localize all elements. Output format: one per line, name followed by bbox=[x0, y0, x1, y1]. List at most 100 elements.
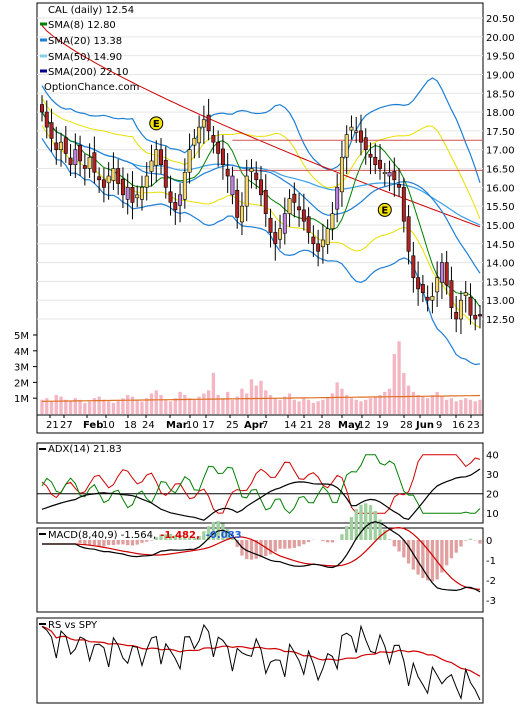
macd-histogram-bar bbox=[111, 540, 116, 546]
volume-bar bbox=[135, 399, 139, 414]
volume-bar bbox=[287, 393, 292, 414]
candle-body bbox=[301, 209, 306, 222]
volume-bar bbox=[154, 390, 158, 414]
candle-body bbox=[454, 311, 459, 320]
candle-body bbox=[44, 111, 49, 128]
volume-bar bbox=[311, 402, 316, 414]
adx-tick-label: 10 bbox=[486, 509, 499, 520]
candle-body bbox=[287, 198, 292, 214]
candle-body bbox=[473, 314, 478, 320]
volume-bar bbox=[316, 401, 320, 414]
macd-histogram-bar bbox=[230, 536, 235, 540]
volume-bar bbox=[454, 401, 458, 414]
volume-bar bbox=[164, 399, 168, 414]
macd-histogram-bar bbox=[364, 503, 368, 540]
candle-body bbox=[149, 160, 154, 172]
volume-bar bbox=[464, 398, 468, 414]
macd-histogram-bar bbox=[459, 540, 463, 547]
candle-body bbox=[135, 194, 140, 199]
volume-bar bbox=[197, 396, 201, 414]
date-tick-label: Feb bbox=[83, 420, 103, 431]
price-tick-label: 18.00 bbox=[486, 108, 515, 119]
volume-bar bbox=[235, 396, 239, 414]
candle-body bbox=[49, 122, 54, 139]
candle-body bbox=[401, 187, 406, 222]
macd-tick-label: 0 bbox=[486, 536, 492, 547]
volume-bar bbox=[364, 399, 368, 414]
macd-histogram-bar bbox=[349, 517, 354, 540]
adx-tick-label: 20 bbox=[486, 490, 499, 501]
price-tick-label: 19.50 bbox=[486, 52, 515, 63]
macd-histogram-bar bbox=[287, 540, 292, 549]
macd-histogram-bar bbox=[97, 540, 101, 547]
candle-body bbox=[449, 280, 454, 309]
candle-body bbox=[63, 137, 68, 154]
volume-bar bbox=[230, 399, 235, 414]
earnings-marker-label: E bbox=[381, 205, 388, 216]
candle-body bbox=[163, 159, 168, 188]
candle-body bbox=[382, 171, 387, 175]
candle-body bbox=[92, 152, 97, 173]
candle-body bbox=[192, 138, 197, 146]
macd-histogram-bar bbox=[221, 523, 225, 540]
macd-title: MACD(8,40,9) -1.564, -1.482, -0.083 bbox=[48, 530, 242, 541]
candle-body bbox=[292, 193, 297, 203]
candle-body bbox=[339, 156, 344, 193]
macd-histogram-bar bbox=[135, 540, 139, 545]
candle-body bbox=[263, 190, 268, 214]
price-tick-label: 15.00 bbox=[486, 221, 515, 232]
price-tick-label: 14.50 bbox=[486, 240, 515, 251]
date-tick-label: 17 bbox=[202, 420, 215, 431]
candle-body bbox=[273, 232, 278, 245]
candle-body bbox=[130, 187, 135, 203]
candle-body bbox=[444, 262, 449, 286]
date-tick-label: 10 bbox=[186, 420, 199, 431]
candle-body bbox=[230, 175, 235, 196]
volume-bar bbox=[83, 402, 87, 414]
candle-body bbox=[378, 159, 382, 169]
volume-bar bbox=[73, 398, 77, 414]
candle-body bbox=[416, 277, 421, 290]
candle-body bbox=[120, 178, 125, 196]
candle-body bbox=[311, 236, 316, 245]
volume-bar bbox=[425, 398, 430, 414]
macd-histogram-bar bbox=[206, 526, 211, 540]
volume-bar bbox=[340, 388, 344, 414]
candle-body bbox=[73, 149, 78, 166]
candle-body bbox=[425, 296, 430, 301]
legend-sma20: SMA(20) 13.38 bbox=[48, 36, 122, 47]
macd-tick-label: -2 bbox=[486, 576, 496, 587]
macd-tick-label: -3 bbox=[486, 596, 496, 607]
volume-tick-label: 2M bbox=[14, 378, 29, 389]
volume-bar bbox=[159, 395, 163, 414]
candle-body bbox=[97, 176, 102, 181]
volume-bar bbox=[130, 396, 135, 414]
candle-body bbox=[101, 179, 106, 188]
macd-histogram-bar bbox=[254, 540, 258, 559]
macd-histogram-bar bbox=[283, 540, 287, 549]
macd-histogram-bar bbox=[211, 522, 216, 540]
volume-bar bbox=[78, 399, 82, 414]
macd-histogram-bar bbox=[83, 540, 87, 545]
volume-bar bbox=[173, 398, 177, 414]
candle-body bbox=[82, 165, 87, 169]
date-tick-label: 7 bbox=[262, 420, 268, 431]
macd-histogram-bar bbox=[149, 540, 154, 541]
macd-histogram-bar bbox=[373, 510, 377, 540]
rs-line bbox=[41, 623, 481, 701]
volume-bar bbox=[430, 395, 435, 414]
macd-histogram-bar bbox=[383, 529, 387, 540]
date-tick-label: 21 bbox=[300, 420, 313, 431]
macd-histogram-bar bbox=[354, 509, 358, 540]
macd-histogram-bar bbox=[235, 540, 239, 547]
price-tick-label: 16.50 bbox=[486, 165, 515, 176]
adx-tick-label: 30 bbox=[486, 470, 499, 481]
candle-body bbox=[78, 144, 83, 162]
macd-histogram-bar bbox=[302, 540, 306, 545]
price-legend: CAL (daily) 12.54 SMA(8) 12.80 SMA(20) 1… bbox=[40, 5, 139, 93]
volume-bar bbox=[126, 395, 130, 414]
candle-body bbox=[316, 243, 321, 252]
volume-bar bbox=[368, 398, 373, 414]
macd-histogram-bar bbox=[449, 540, 454, 559]
